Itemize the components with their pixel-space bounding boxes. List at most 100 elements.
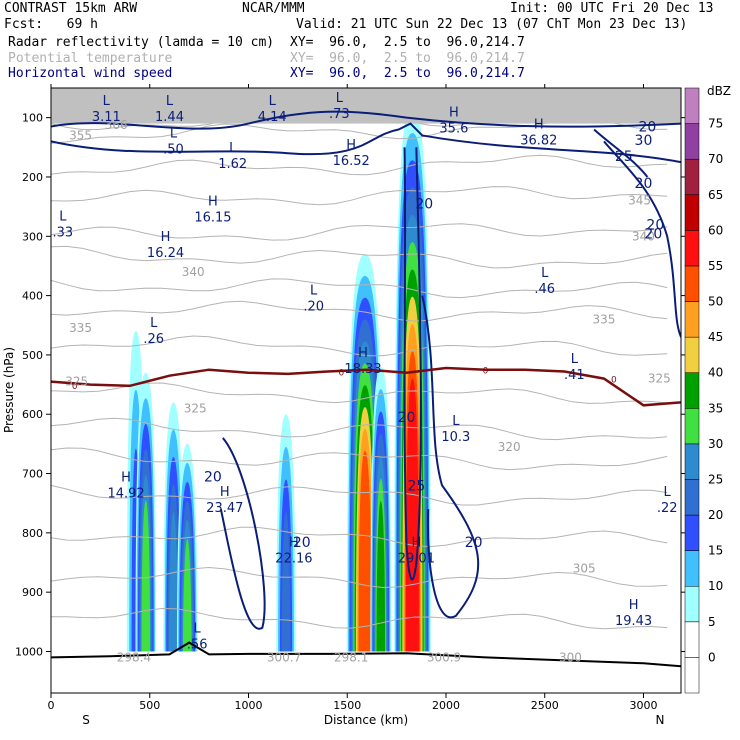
y-tick-label: 800 <box>22 527 43 540</box>
extremum-type: L <box>541 266 549 281</box>
y-tick-label: 400 <box>22 290 43 303</box>
x-tick-label: 1000 <box>234 699 262 712</box>
wind-label: 20 <box>635 176 653 192</box>
colorbar-unit: dBZ <box>707 84 731 98</box>
extremum-value: 4.14 <box>258 110 287 125</box>
theta-contour <box>51 607 668 630</box>
colorbar-swatch <box>684 194 700 231</box>
theta-label: 320 <box>498 440 521 454</box>
colorbar-swatch <box>684 408 700 445</box>
extremum-value: .26 <box>143 332 164 347</box>
wind-label: 20 <box>465 535 483 551</box>
extremum-type: L <box>269 94 277 109</box>
extremum-type: H <box>121 470 131 485</box>
theta-label: 355 <box>69 128 92 142</box>
init-time: Init: 00 UTC Fri 20 Dec 13 <box>510 1 714 16</box>
extremum-type: L <box>166 94 174 109</box>
extremum-type: L <box>170 126 178 141</box>
terrain-line <box>51 641 681 668</box>
extremum-value: 1.44 <box>155 110 184 125</box>
extremum-type: L <box>103 94 111 109</box>
extremum-value: 10.3 <box>441 430 470 445</box>
colorbar-label: 70 <box>708 152 723 166</box>
wind-label: 20 <box>415 197 433 213</box>
extremum-value: 35.6 <box>439 122 468 137</box>
radar-cell <box>358 450 372 652</box>
extremum-type: L <box>452 414 460 429</box>
colorbar: 0 5 10 15 20 25 30 35 40 45 50 55 60 65 70 75 <box>684 87 723 694</box>
theta-contour <box>51 417 668 441</box>
colorbar-swatch <box>684 265 700 302</box>
wind-contour <box>219 437 266 630</box>
wind-contour <box>421 295 480 619</box>
colorbar-swatch <box>684 550 700 587</box>
y-tick-label: 500 <box>22 349 43 362</box>
colorbar-swatch <box>684 87 700 124</box>
field-2-name: Potential temperature <box>8 51 173 66</box>
theta-label: 366 <box>105 118 128 132</box>
colorbar-label: 40 <box>708 366 723 380</box>
radar-cell <box>169 511 178 652</box>
theta-label: 335 <box>69 321 92 335</box>
wind-label: 25 <box>407 478 425 494</box>
plot-title: CONTRAST 15km ARW <box>4 1 138 16</box>
theta-label: 305 <box>573 561 596 575</box>
theta-contour <box>51 186 668 206</box>
extremum-type: L <box>664 485 672 500</box>
theta-label: 325 <box>648 372 671 386</box>
freezing-level-layer: 0 0 0 0 <box>51 367 681 407</box>
x-tick-label: 0 <box>48 699 55 712</box>
freezing-level-label: 0 <box>611 376 617 386</box>
extremum-value: .33 <box>53 225 74 240</box>
colorbar-label: 55 <box>708 259 723 273</box>
theta-contour <box>51 382 668 404</box>
x-tick-label: 2000 <box>432 699 460 712</box>
colorbar-swatch <box>684 336 700 373</box>
y-tick-label: 200 <box>22 171 43 184</box>
theta-contour <box>51 154 668 176</box>
forecast-hour: Fcst: 69 h <box>4 17 98 32</box>
colorbar-label: 10 <box>708 579 723 593</box>
colorbar-swatch <box>684 514 700 551</box>
wind-contour <box>51 122 681 164</box>
y-tick-label: 600 <box>22 408 43 421</box>
colorbar-swatch <box>684 443 700 480</box>
radar-cell <box>405 378 419 652</box>
extremum-value: 19.43 <box>615 614 652 629</box>
x-axis-label: Distance (km) <box>324 713 408 727</box>
colorbar-label: 35 <box>708 401 723 415</box>
end-label-left: S <box>82 713 90 727</box>
y-tick-label: 700 <box>22 468 43 481</box>
wind-label: 20 <box>639 120 657 136</box>
extremum-value: 3.11 <box>92 110 121 125</box>
extremum-type: H <box>161 230 171 245</box>
extremum-type: L <box>571 352 579 367</box>
theta-label: 298.1 <box>334 650 368 664</box>
wind-label: 20 <box>646 217 664 233</box>
radar-cell <box>141 500 151 652</box>
theta-label: 325 <box>184 401 207 415</box>
theta-contour <box>51 300 668 322</box>
colorbar-label: 25 <box>708 472 723 486</box>
wind-contour <box>603 140 681 338</box>
theta-contour <box>51 526 668 548</box>
x-tick-label: 2500 <box>531 699 559 712</box>
freezing-level-label: 0 <box>338 369 344 379</box>
extremum-value: .56 <box>187 638 208 653</box>
wind-label: 30 <box>635 133 653 149</box>
wind-contour <box>51 110 681 130</box>
wind-label: 25 <box>615 149 633 165</box>
potential-temperature-layer <box>51 88 681 630</box>
radar-cell <box>182 539 192 652</box>
extremum-value: 16.15 <box>194 211 231 226</box>
radar-cell <box>281 512 291 652</box>
extremum-value: 1.62 <box>218 157 247 172</box>
theta-contour <box>51 245 668 269</box>
y-tick-label: 1000 <box>15 645 43 658</box>
wind-label: 20 <box>644 226 662 242</box>
colorbar-swatch <box>684 123 700 160</box>
radar-reflectivity-layer <box>126 105 431 652</box>
theta-label: 325 <box>65 375 88 389</box>
extremum-value: 23.47 <box>206 501 243 516</box>
